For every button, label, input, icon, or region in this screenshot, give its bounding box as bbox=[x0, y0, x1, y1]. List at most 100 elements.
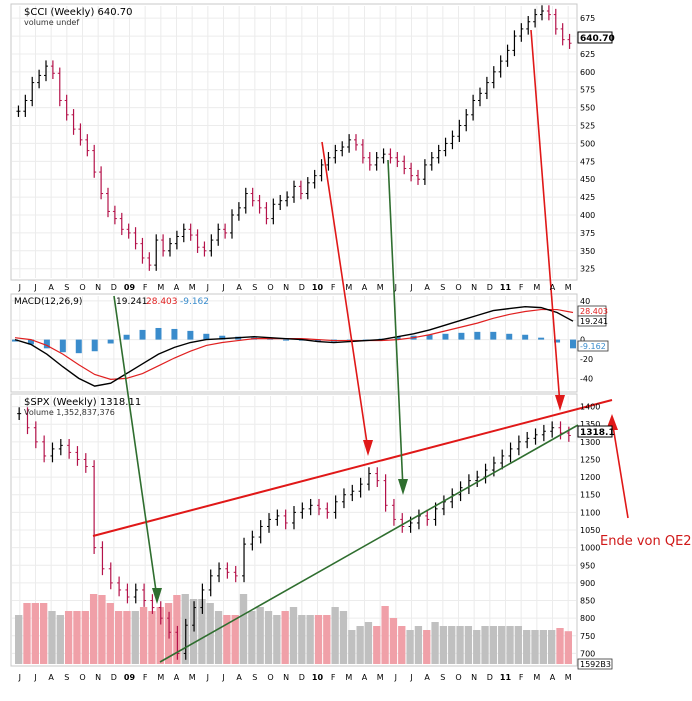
macd-hist-bar bbox=[203, 333, 210, 340]
y-tick-label: -20 bbox=[580, 355, 593, 364]
volume-bar bbox=[98, 595, 106, 664]
macd-hist-bar bbox=[171, 328, 178, 340]
volume-bar bbox=[114, 611, 123, 664]
macd-hist-bar bbox=[394, 336, 401, 340]
cci-title: $CCI (Weekly) 640.70 bbox=[24, 7, 133, 18]
volume-bar bbox=[198, 599, 206, 664]
annotation-arrows bbox=[113, 29, 629, 604]
volume-bar bbox=[523, 630, 531, 664]
macd-hist-bar bbox=[522, 334, 529, 340]
x-tick-label: M bbox=[157, 283, 164, 292]
x-tick-label: A bbox=[424, 673, 430, 682]
svg-text:1592B3: 1592B3 bbox=[580, 660, 611, 669]
volume-bar bbox=[89, 594, 98, 664]
y-tick-label: 1050 bbox=[580, 526, 600, 535]
x-tick-label: N bbox=[471, 283, 477, 292]
y-tick-label: 400 bbox=[580, 211, 595, 220]
y-tick-label: 1250 bbox=[580, 455, 600, 464]
x-tick-label: J bbox=[221, 673, 224, 682]
macd-hist-bar bbox=[554, 339, 561, 343]
spx-price-bars bbox=[17, 407, 571, 660]
spx-y-axis: 700 750 800 850 900 950 1000 1050 1100 1150 1200 12… bbox=[580, 403, 600, 659]
x-tick-label: M bbox=[345, 673, 352, 682]
macd-hist-bar bbox=[458, 332, 465, 340]
volume-bar bbox=[289, 607, 298, 664]
macd-hist-bar bbox=[283, 339, 290, 341]
x-tick-label: O bbox=[455, 673, 461, 682]
macd-hist-bar bbox=[442, 333, 449, 340]
x-tick-label: M bbox=[533, 283, 540, 292]
macd-hist-bar bbox=[538, 337, 545, 340]
x-tick-label: O bbox=[455, 283, 461, 292]
spx-subtitle: Volume 1,352,837,376 bbox=[24, 408, 115, 417]
x-tick-label: N bbox=[95, 673, 101, 682]
x-tick-label: M bbox=[377, 283, 384, 292]
volume-bar bbox=[148, 611, 156, 664]
volume-bar bbox=[464, 626, 473, 664]
volume-bar bbox=[56, 615, 64, 664]
macd-hist-bar bbox=[123, 334, 130, 340]
volume-bar bbox=[314, 615, 323, 664]
x-tick-label: 11 bbox=[500, 283, 512, 292]
volume-bar bbox=[223, 615, 231, 664]
y-tick-label: 625 bbox=[580, 50, 595, 59]
x-tick-label: J bbox=[18, 283, 21, 292]
volume-bar bbox=[39, 603, 48, 664]
volume-bar bbox=[431, 622, 439, 664]
macd-hist-bar bbox=[91, 339, 98, 352]
volume-bar bbox=[331, 607, 339, 664]
x-tick-label: S bbox=[64, 283, 69, 292]
y-tick-label: 325 bbox=[580, 265, 595, 274]
volume-bar bbox=[381, 606, 389, 664]
volume-bar bbox=[356, 626, 364, 664]
x-tick-label: N bbox=[471, 673, 477, 682]
y-tick-label: 1150 bbox=[580, 491, 600, 500]
x-tick-label: J bbox=[409, 673, 412, 682]
volume-bar bbox=[373, 626, 381, 664]
volume-bar bbox=[156, 607, 164, 664]
spx-upper-trendline bbox=[92, 399, 613, 537]
x-tick-label: F bbox=[519, 283, 524, 292]
x-tick-label: O bbox=[267, 283, 273, 292]
x-tick-label: D bbox=[299, 283, 305, 292]
y-tick-label: 550 bbox=[580, 104, 595, 113]
volume-bar bbox=[531, 630, 539, 664]
volume-bar bbox=[423, 630, 431, 664]
x-tick-label: J bbox=[18, 673, 21, 682]
x-tick-label: M bbox=[189, 283, 196, 292]
y-tick-label: 350 bbox=[580, 247, 595, 256]
macd-hist-bar bbox=[155, 327, 162, 340]
volume-bar bbox=[81, 611, 89, 664]
volume-bar bbox=[64, 611, 73, 664]
volume-bar bbox=[556, 628, 564, 664]
volume-bar bbox=[31, 603, 39, 664]
y-tick-label: 1350 bbox=[580, 420, 600, 429]
svg-text:1318.1: 1318.1 bbox=[580, 428, 615, 438]
volume-bar bbox=[473, 630, 481, 664]
x-tick-label: F bbox=[519, 673, 524, 682]
volume-bar bbox=[498, 626, 506, 664]
x-tick-label: A bbox=[48, 673, 54, 682]
x-tick-label: F bbox=[331, 673, 336, 682]
y-tick-label: 1400 bbox=[580, 403, 600, 412]
volume-bar bbox=[106, 603, 114, 664]
x-tick-label: F bbox=[143, 673, 148, 682]
y-tick-label: 575 bbox=[580, 86, 595, 95]
x-tick-label: M bbox=[189, 673, 196, 682]
x-tick-label: 09 bbox=[124, 283, 136, 292]
spx-last-value-box: 1318.1 bbox=[577, 425, 615, 438]
y-tick-label: 1100 bbox=[580, 508, 600, 517]
spx-lower-trendline bbox=[159, 424, 579, 663]
y-tick-label: 475 bbox=[580, 157, 595, 166]
x-tick-label: O bbox=[79, 283, 85, 292]
svg-text:-9.162: -9.162 bbox=[580, 342, 606, 351]
volume-bar bbox=[298, 615, 306, 664]
x-tick-label: 10 bbox=[312, 673, 324, 682]
y-tick-label: 0 bbox=[580, 336, 585, 345]
x-tick-label: A bbox=[550, 673, 556, 682]
qe2-annotation: Ende von QE2 bbox=[600, 534, 692, 549]
volume-bar bbox=[306, 615, 314, 664]
y-tick-label: 450 bbox=[580, 175, 595, 184]
x-tick-label: D bbox=[487, 283, 493, 292]
